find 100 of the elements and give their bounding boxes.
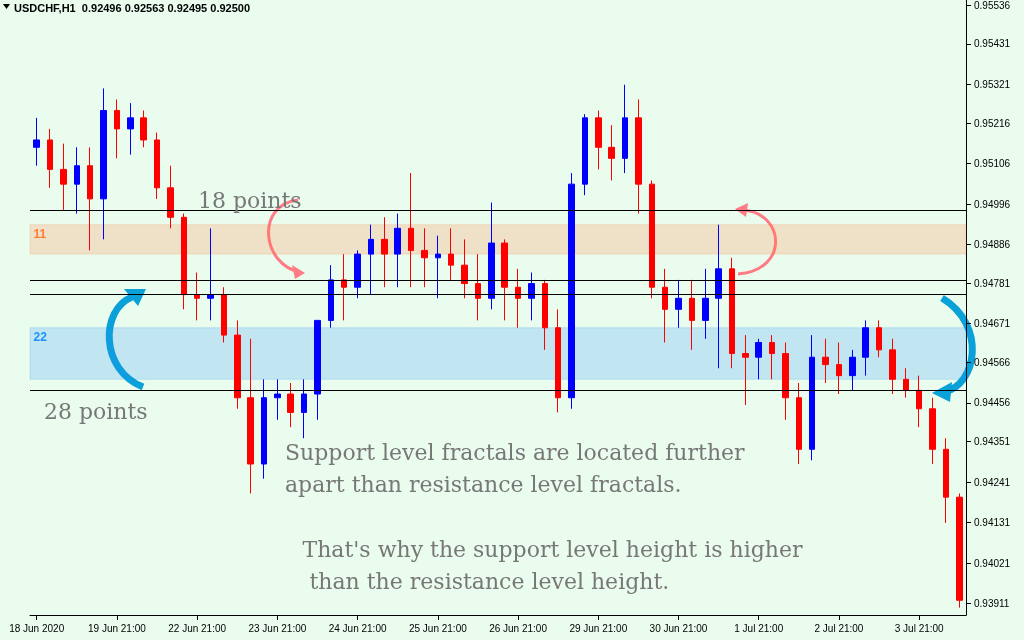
candlestick	[127, 102, 134, 156]
y-tick-label: 0.94566	[974, 356, 1011, 368]
chart-title: USDCHF,H1 0.92496 0.92563 0.92495 0.92500	[14, 1, 251, 14]
y-tick-label: 0.95536	[974, 0, 1011, 11]
candlestick	[822, 338, 829, 384]
band-label: 11	[33, 227, 47, 242]
candlestick	[755, 338, 762, 380]
candlestick	[33, 117, 40, 167]
annotation: Support level fractals are located further apart than resistance level fractals.	[285, 439, 752, 497]
x-tick-label: 18 Jun 2020	[9, 622, 65, 634]
y-tick-label: 0.94671	[974, 318, 1011, 330]
candlestick	[234, 319, 241, 410]
candlestick	[715, 224, 722, 369]
candlestick	[167, 165, 174, 229]
candlestick	[649, 179, 655, 299]
candlestick	[341, 253, 347, 321]
candlestick	[408, 172, 414, 288]
candlestick	[796, 382, 802, 465]
candlestick	[261, 378, 267, 480]
candlestick	[207, 227, 214, 321]
candlestick	[542, 279, 548, 351]
candlestick	[769, 334, 775, 380]
candlestick	[929, 397, 936, 465]
candlestick	[114, 98, 120, 159]
candlestick	[809, 334, 815, 461]
candlestick	[394, 213, 401, 288]
candlestick	[368, 224, 374, 296]
y-tick-label: 0.94241	[974, 476, 1011, 488]
candlestick	[635, 98, 642, 215]
y-tick-label: 0.95216	[974, 117, 1011, 129]
candlestick	[47, 128, 53, 189]
candlestick	[154, 132, 160, 200]
annotation: That's why the support level height is higher than the resistance level height.	[302, 536, 803, 594]
candlestick	[488, 202, 495, 310]
band-label: 22	[33, 330, 48, 345]
candlestick	[100, 87, 107, 240]
x-tick-label: 30 Jun 21:00	[649, 622, 708, 634]
candlestick	[689, 279, 695, 351]
candlestick	[435, 235, 441, 299]
annotation: 18 points	[198, 187, 302, 213]
candlestick	[287, 382, 294, 428]
candlestick	[448, 227, 454, 281]
x-tick-label: 26 Jun 21:00	[489, 622, 548, 634]
candlestick	[515, 268, 521, 329]
y-tick-label: 0.94021	[974, 557, 1011, 569]
x-tick-label: 1 Jul 21:00	[734, 622, 784, 634]
candlestick	[622, 84, 628, 174]
y-tick-label: 0.94996	[974, 198, 1011, 210]
candlestick	[328, 264, 334, 329]
x-tick-label: 3 Jul 21:00	[894, 622, 945, 634]
candlestick	[608, 124, 615, 181]
candlestick	[836, 341, 842, 395]
candlestick	[461, 238, 468, 299]
candlestick	[140, 109, 147, 148]
candlestick	[87, 146, 93, 251]
x-tick-label: 19 Jun 21:00	[88, 622, 147, 634]
candlestick	[194, 272, 200, 321]
y-tick-label: 0.95431	[974, 38, 1011, 50]
candlestick	[943, 437, 949, 524]
candlestick	[421, 227, 428, 288]
candlestick	[956, 492, 963, 609]
candlestick	[916, 375, 922, 428]
candlestick	[702, 268, 709, 340]
candlestick	[381, 216, 388, 288]
candlestick	[475, 253, 481, 321]
candlestick	[742, 334, 749, 406]
y-tick-label: 0.94781	[974, 277, 1011, 289]
candlestick	[501, 238, 508, 321]
y-tick-label: 0.94456	[974, 397, 1011, 409]
candlestick	[595, 109, 602, 170]
candlestick	[862, 319, 869, 377]
candlestick	[662, 268, 668, 343]
candlestick	[274, 378, 281, 421]
candlestick	[528, 272, 535, 321]
candlestick	[221, 286, 227, 343]
candlestick	[782, 341, 789, 421]
candlestick	[876, 319, 882, 358]
candlestick	[314, 319, 321, 421]
x-tick-label: 25 Jun 21:00	[408, 622, 468, 634]
x-tick-label: 2 Jul 21:00	[814, 622, 864, 634]
candlestick	[555, 308, 561, 413]
annotation: 28 points	[44, 398, 148, 424]
x-tick-label: 23 Jun 21:00	[248, 622, 307, 634]
candlestick	[889, 338, 896, 395]
x-tick-label: 24 Jun 21:00	[328, 622, 387, 634]
candlestick	[903, 367, 909, 399]
candlestick	[247, 338, 254, 494]
candlestick	[354, 249, 361, 299]
y-tick-label: 0.95106	[974, 158, 1011, 170]
x-tick-label: 22 Jun 21:00	[168, 622, 227, 634]
candlestick	[181, 213, 187, 310]
candlestick	[582, 113, 588, 196]
y-tick-label: 0.93911	[974, 598, 1010, 610]
candlestick	[60, 143, 67, 211]
x-tick-label: 29 Jun 21:00	[569, 622, 628, 634]
candlestick	[849, 349, 856, 391]
candlestick	[675, 279, 682, 329]
y-tick-label: 0.95321	[974, 78, 1011, 90]
y-tick-label: 0.94131	[974, 517, 1011, 529]
candlestick	[74, 146, 80, 215]
